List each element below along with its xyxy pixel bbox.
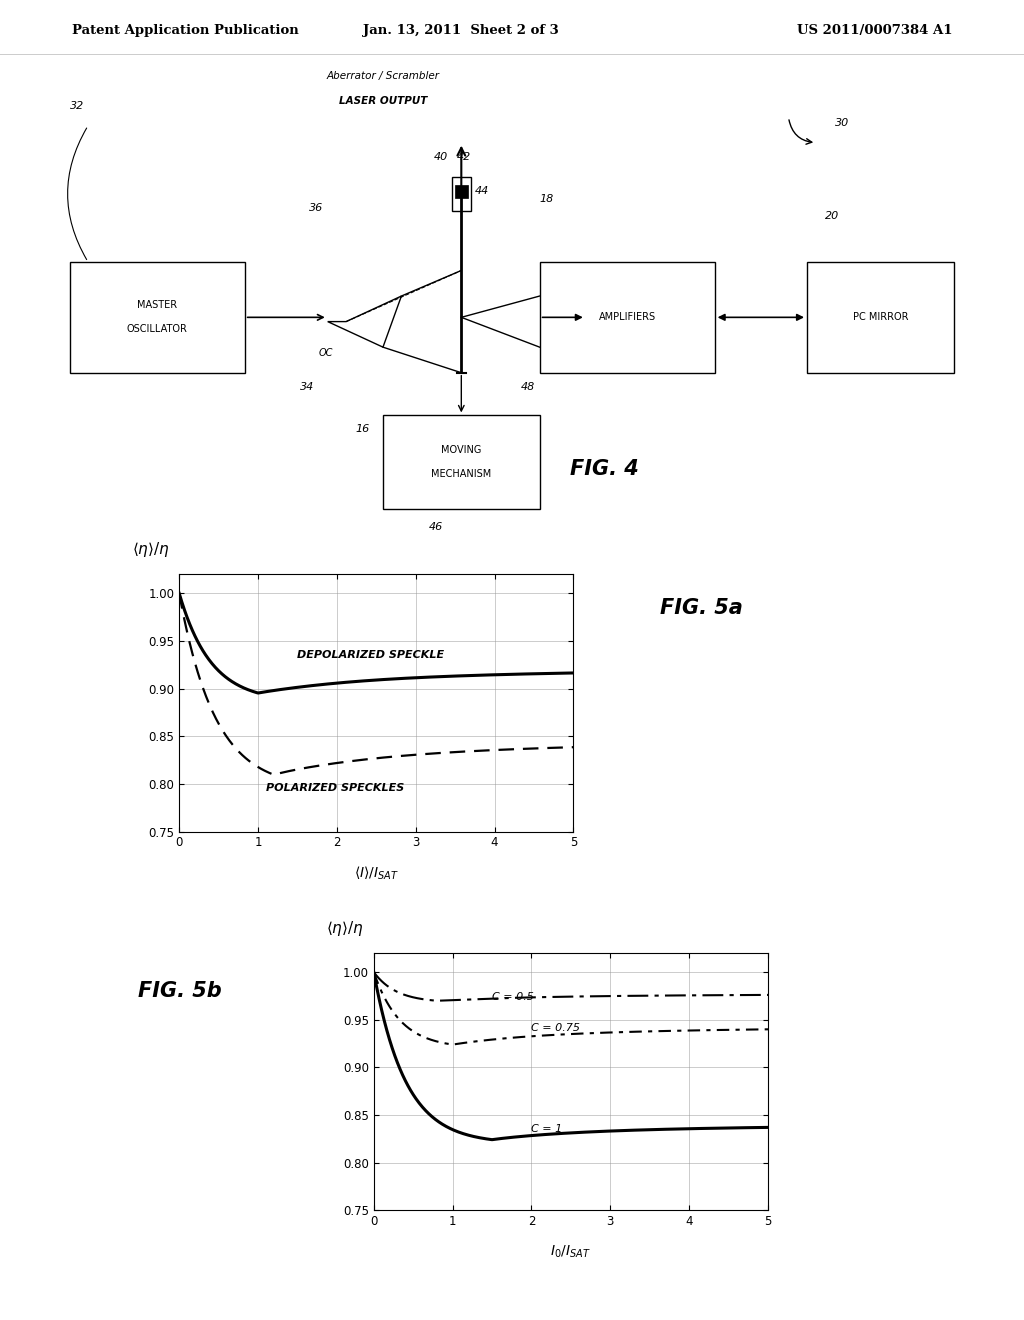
Text: 48: 48 — [521, 381, 536, 392]
Text: LASER OUTPUT: LASER OUTPUT — [339, 96, 427, 107]
Text: Patent Application Publication: Patent Application Publication — [72, 24, 298, 37]
Text: US 2011/0007384 A1: US 2011/0007384 A1 — [797, 24, 952, 37]
Text: 34: 34 — [300, 381, 314, 392]
Text: 18: 18 — [540, 194, 554, 205]
Text: 36: 36 — [309, 203, 324, 213]
Text: $\langle\eta\rangle/\eta$: $\langle\eta\rangle/\eta$ — [132, 540, 170, 558]
Text: 44: 44 — [475, 186, 489, 195]
FancyBboxPatch shape — [807, 261, 954, 372]
Text: FIG. 4: FIG. 4 — [569, 459, 639, 479]
Text: C = 1: C = 1 — [531, 1125, 563, 1134]
FancyBboxPatch shape — [455, 185, 468, 198]
Text: POLARIZED SPECKLES: POLARIZED SPECKLES — [266, 783, 404, 792]
Text: 20: 20 — [825, 211, 840, 222]
FancyBboxPatch shape — [540, 261, 715, 372]
Text: PC MIRROR: PC MIRROR — [853, 313, 908, 322]
Text: Aberrator / Scrambler: Aberrator / Scrambler — [327, 71, 439, 81]
Text: C = 0.5: C = 0.5 — [493, 991, 534, 1002]
Text: MECHANISM: MECHANISM — [431, 469, 492, 479]
FancyBboxPatch shape — [453, 177, 471, 211]
Text: OC: OC — [318, 347, 333, 358]
Text: DEPOLARIZED SPECKLE: DEPOLARIZED SPECKLE — [297, 649, 444, 660]
Text: Jan. 13, 2011  Sheet 2 of 3: Jan. 13, 2011 Sheet 2 of 3 — [362, 24, 559, 37]
Text: 16: 16 — [355, 424, 370, 434]
FancyBboxPatch shape — [70, 261, 245, 372]
Text: 42: 42 — [457, 152, 471, 162]
Text: MOVING: MOVING — [441, 445, 481, 455]
Text: AMPLIFIERS: AMPLIFIERS — [599, 313, 655, 322]
Text: 46: 46 — [429, 523, 443, 532]
Polygon shape — [328, 296, 401, 347]
Text: $I_0/I_{SAT}$: $I_0/I_{SAT}$ — [551, 1243, 591, 1261]
Text: C = 0.75: C = 0.75 — [531, 1023, 581, 1034]
Text: FIG. 5a: FIG. 5a — [660, 598, 743, 618]
FancyBboxPatch shape — [383, 416, 540, 510]
Text: OSCILLATOR: OSCILLATOR — [127, 325, 187, 334]
Text: MASTER: MASTER — [137, 301, 177, 310]
Text: FIG. 5b: FIG. 5b — [138, 981, 222, 1001]
Text: 40: 40 — [434, 152, 447, 162]
Text: 30: 30 — [835, 117, 849, 128]
Text: 32: 32 — [70, 100, 84, 111]
Text: $\langle I\rangle/I_{SAT}$: $\langle I\rangle/I_{SAT}$ — [353, 865, 399, 883]
Text: $\langle\eta\rangle/\eta$: $\langle\eta\rangle/\eta$ — [327, 919, 365, 937]
